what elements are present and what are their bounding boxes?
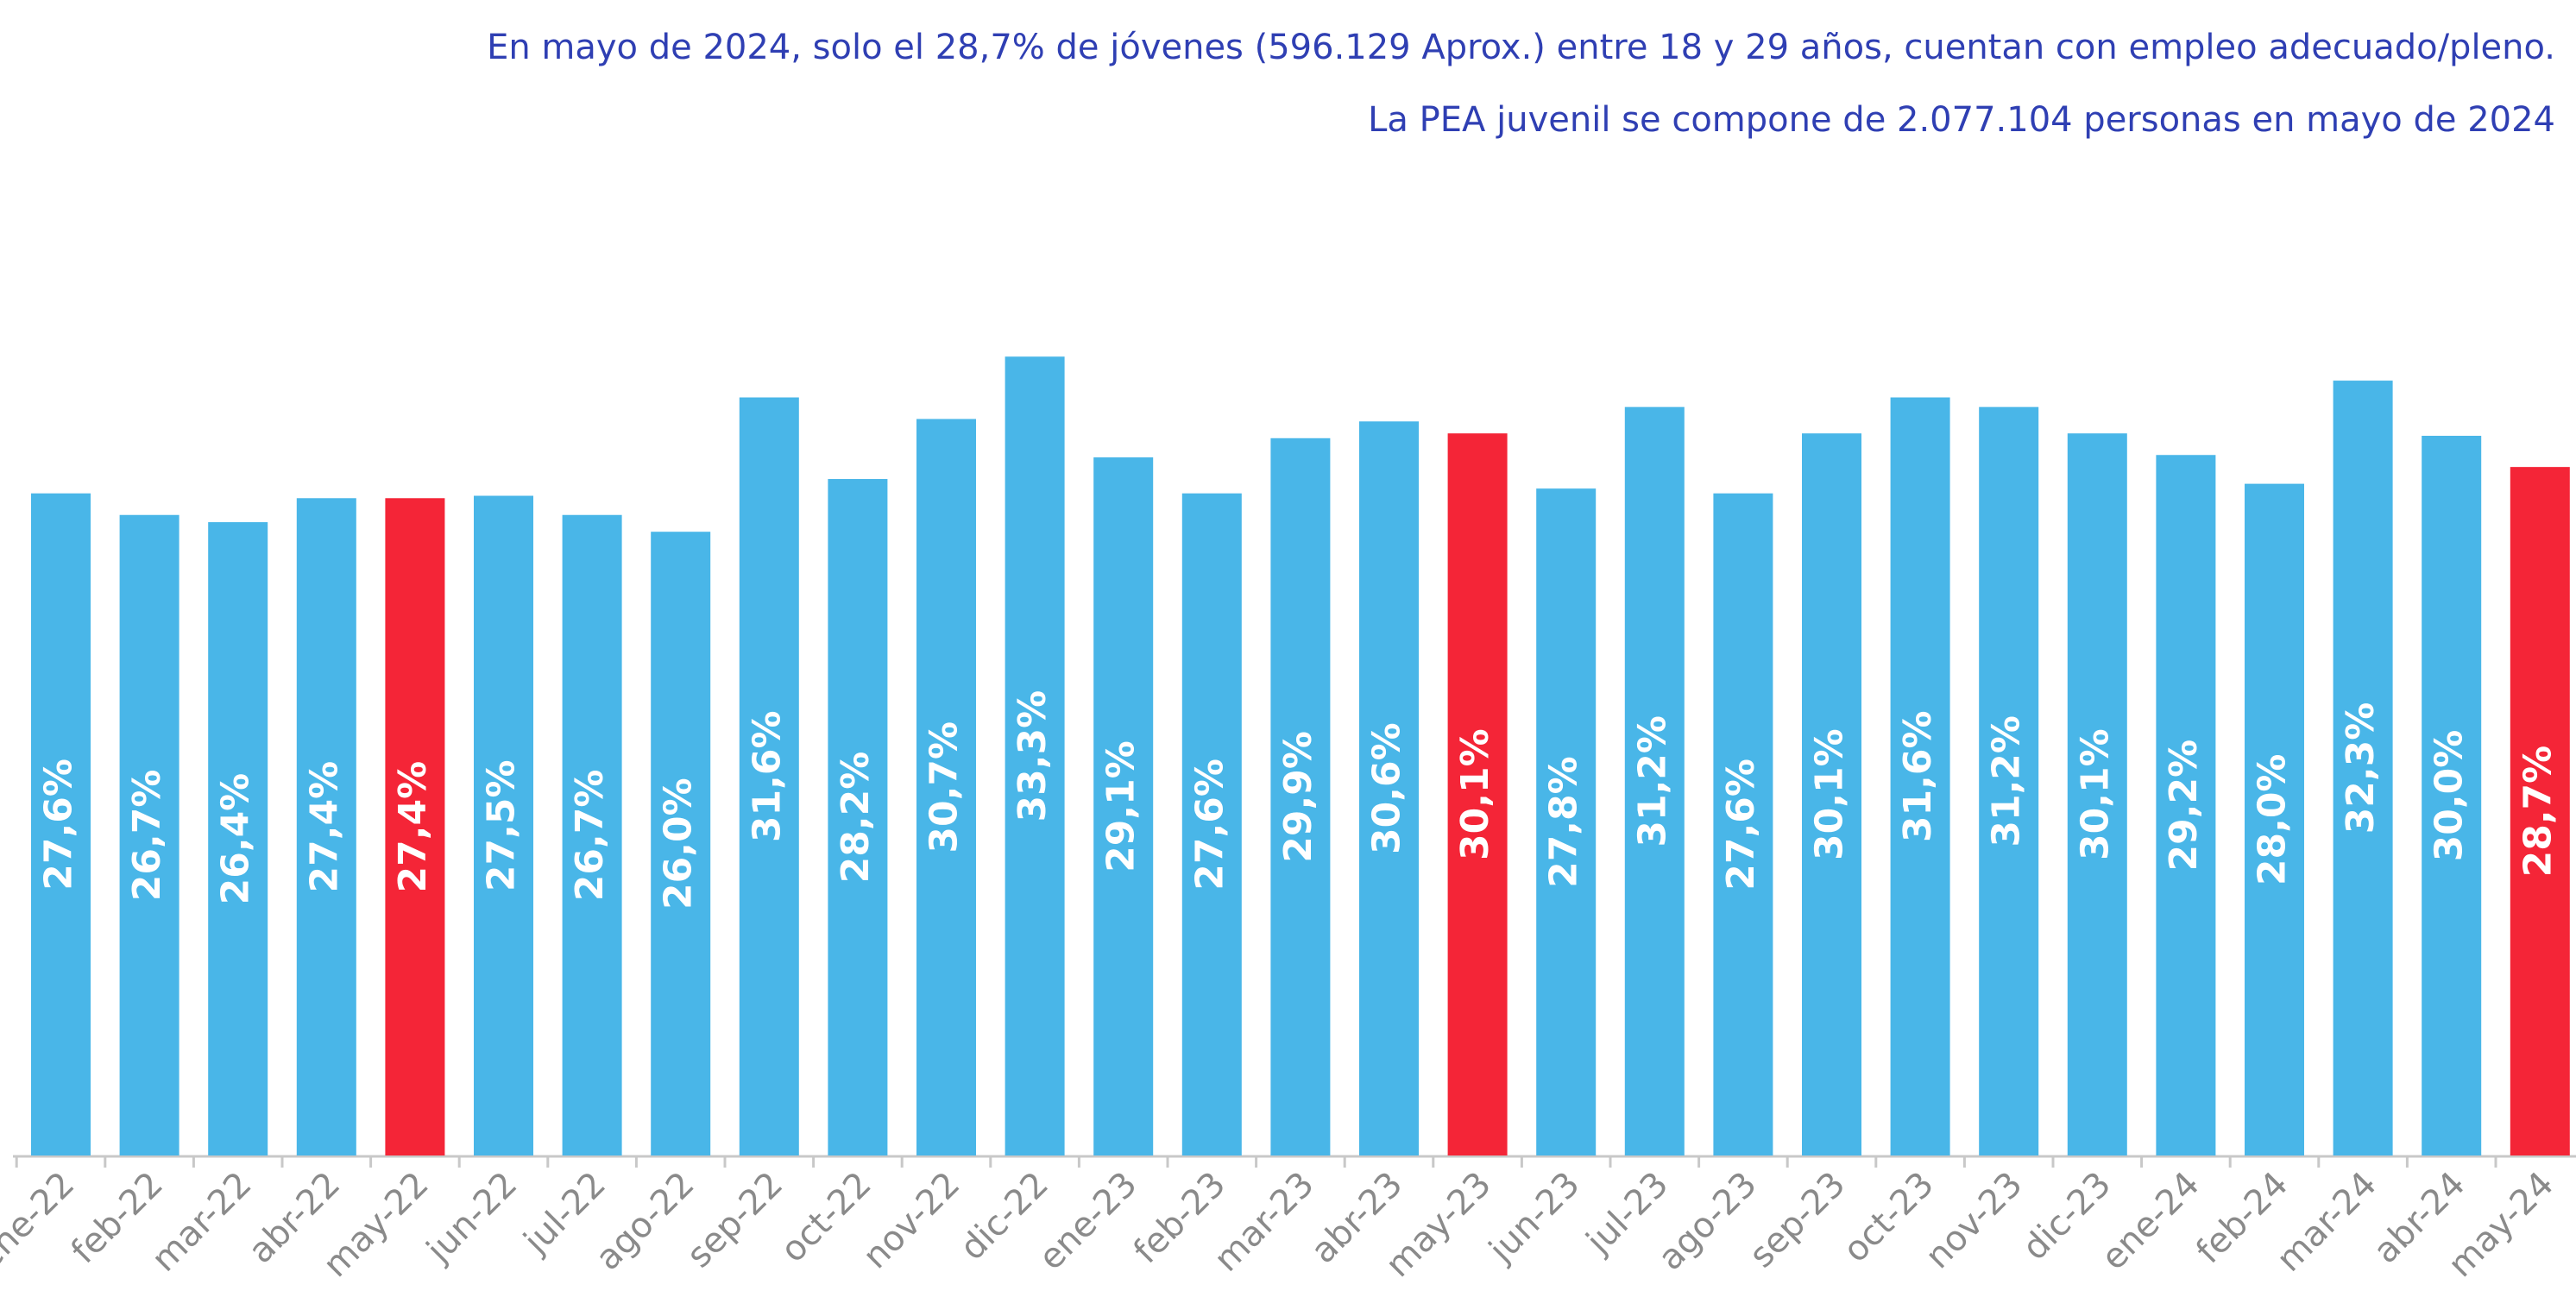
value-label: 27,8%: [1542, 756, 1586, 888]
bar: [562, 514, 622, 1155]
value-label: 26,4%: [214, 773, 258, 905]
x-tick-label: jun-22: [419, 1164, 525, 1270]
value-label: 27,4%: [391, 761, 435, 893]
x-tick-label: ene-24: [2094, 1164, 2207, 1277]
x-tick-label: mar-24: [2270, 1164, 2384, 1279]
value-label: 31,6%: [745, 710, 789, 842]
bar: [1005, 356, 1065, 1155]
bar: [208, 522, 268, 1155]
bar: [828, 479, 888, 1155]
x-tick-label: ene-23: [1031, 1164, 1144, 1277]
x-tick-label: nov-23: [1918, 1164, 2031, 1276]
value-label: 28,2%: [834, 752, 878, 884]
value-label: 27,4%: [302, 761, 346, 893]
value-label: 29,9%: [1276, 731, 1320, 863]
x-tick-label: mar-22: [144, 1164, 259, 1279]
value-label: 28,7%: [2516, 746, 2560, 878]
x-tick-label: sep-22: [679, 1164, 790, 1275]
bar: [739, 397, 799, 1155]
x-tick-label: nov-22: [855, 1164, 967, 1276]
bar: [2333, 381, 2393, 1155]
value-label: 33,3%: [1011, 690, 1055, 822]
value-label: 27,6%: [1187, 759, 1231, 891]
value-label: 31,6%: [1896, 710, 1940, 842]
value-label: 27,6%: [1719, 759, 1763, 891]
bar: [651, 532, 711, 1155]
x-tick-label: sep-23: [1742, 1164, 1854, 1275]
value-label: 28,0%: [2251, 753, 2295, 885]
value-label: 30,0%: [2428, 730, 2472, 862]
bar: [1536, 488, 1597, 1155]
value-label: 26,7%: [568, 770, 612, 902]
bar: [385, 498, 445, 1155]
bar: [1802, 433, 1861, 1156]
bar: [31, 493, 91, 1155]
bar: [1093, 457, 1154, 1155]
x-tick-label: jun-23: [1481, 1164, 1587, 1270]
value-label: 26,7%: [125, 770, 169, 902]
value-label: 32,3%: [2339, 702, 2383, 834]
chart-subtitle: La PEA juvenil se compone de 2.077.104 p…: [1368, 100, 2555, 140]
bar: [1359, 421, 1419, 1155]
value-label: 30,7%: [923, 721, 967, 853]
value-label: 31,2%: [1630, 715, 1674, 847]
chart-title: En mayo de 2024, solo el 28,7% de jóvene…: [487, 28, 2555, 67]
bar: [2156, 455, 2216, 1155]
value-label: 29,2%: [2162, 740, 2206, 872]
bar: [474, 495, 533, 1155]
bar: [1270, 438, 1331, 1155]
bar: [1979, 406, 2039, 1155]
bar: [2245, 483, 2304, 1155]
bar: [1181, 493, 1242, 1155]
x-tick-label: ago-23: [1651, 1164, 1765, 1278]
value-label: 31,2%: [1985, 715, 2029, 847]
x-tick-label: mar-23: [1206, 1164, 1321, 1279]
value-label: 30,1%: [1453, 728, 1497, 860]
bar: [1624, 406, 1685, 1155]
bar: [1890, 397, 1950, 1155]
bar: [119, 514, 180, 1155]
value-label: 26,0%: [657, 778, 701, 910]
bar: [916, 419, 976, 1155]
value-label: 30,1%: [1808, 728, 1852, 860]
bar: [2067, 433, 2127, 1156]
bar: [1713, 493, 1773, 1155]
value-label: 30,1%: [2073, 728, 2117, 860]
bar: [2510, 467, 2570, 1155]
x-tick-label: ene-22: [0, 1164, 82, 1277]
value-label: 27,5%: [480, 759, 524, 891]
bar: [1447, 433, 1508, 1156]
bar: [296, 498, 356, 1155]
bar: [2422, 436, 2482, 1155]
value-label: 30,6%: [1365, 722, 1409, 854]
value-label: 29,1%: [1099, 740, 1143, 872]
x-tick-label: ago-22: [589, 1164, 702, 1278]
value-label: 27,6%: [37, 759, 81, 891]
